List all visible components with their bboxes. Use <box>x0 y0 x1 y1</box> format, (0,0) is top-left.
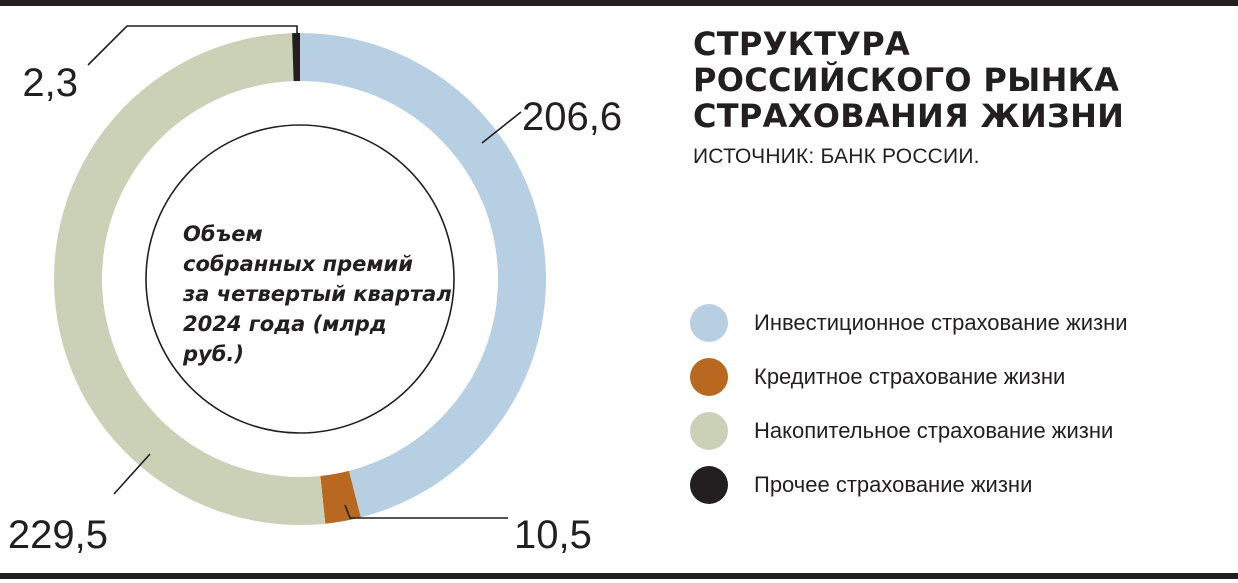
slice-endowment <box>53 33 326 526</box>
leader-other <box>87 25 298 66</box>
title-line-1: СТРУКТУРА <box>693 25 911 63</box>
value-label-endowment: 229,5 <box>8 513 108 557</box>
legend: Инвестиционное страхование жизни Кредитн… <box>690 304 1128 520</box>
chart-title: СТРУКТУРА РОССИЙСКОГО РЫНКА СТРАХОВАНИЯ … <box>693 26 1213 134</box>
leader-investment <box>481 111 522 144</box>
legend-item-credit: Кредитное страхование жизни <box>690 358 1128 396</box>
slice-other <box>292 33 300 82</box>
value-label-investment: 206,6 <box>522 95 622 139</box>
leader-lines <box>87 25 522 519</box>
value-label-credit: 10,5 <box>514 513 592 557</box>
bottom-rule <box>0 573 1238 579</box>
source-note: ИСТОЧНИК: БАНК РОССИИ. <box>693 145 980 168</box>
title-line-3: СТРАХОВАНИЯ ЖИЗНИ <box>693 97 1125 135</box>
legend-label-other: Прочее страхование жизни <box>754 472 1033 497</box>
center-caption: Объем собранных премий за четвертый квар… <box>183 222 452 366</box>
value-label-other: 2,3 <box>22 61 78 105</box>
legend-item-investment: Инвестиционное страхование жизни <box>690 304 1128 342</box>
donut-chart: 206,6 10,5 229,5 2,3 <box>8 25 622 557</box>
legend-swatch-endowment <box>690 412 728 450</box>
legend-item-other: Прочее страхование жизни <box>690 466 1128 504</box>
leader-endowment <box>113 453 151 495</box>
top-rule <box>0 0 1238 6</box>
donut-slices <box>53 33 546 526</box>
legend-swatch-other <box>690 466 728 504</box>
inner-ring <box>145 124 455 434</box>
title-line-2: РОССИЙСКОГО РЫНКА <box>693 61 1120 99</box>
slice-credit <box>320 470 361 524</box>
legend-swatch-investment <box>690 304 728 342</box>
data-labels: 206,6 10,5 229,5 2,3 <box>8 61 622 557</box>
legend-item-endowment: Накопительное страхование жизни <box>690 412 1128 450</box>
legend-label-investment: Инвестиционное страхование жизни <box>754 310 1128 335</box>
legend-swatch-credit <box>690 358 728 396</box>
leader-credit <box>344 504 508 519</box>
legend-label-endowment: Накопительное страхование жизни <box>754 418 1114 443</box>
slice-investment <box>300 33 546 518</box>
legend-label-credit: Кредитное страхование жизни <box>754 364 1066 389</box>
